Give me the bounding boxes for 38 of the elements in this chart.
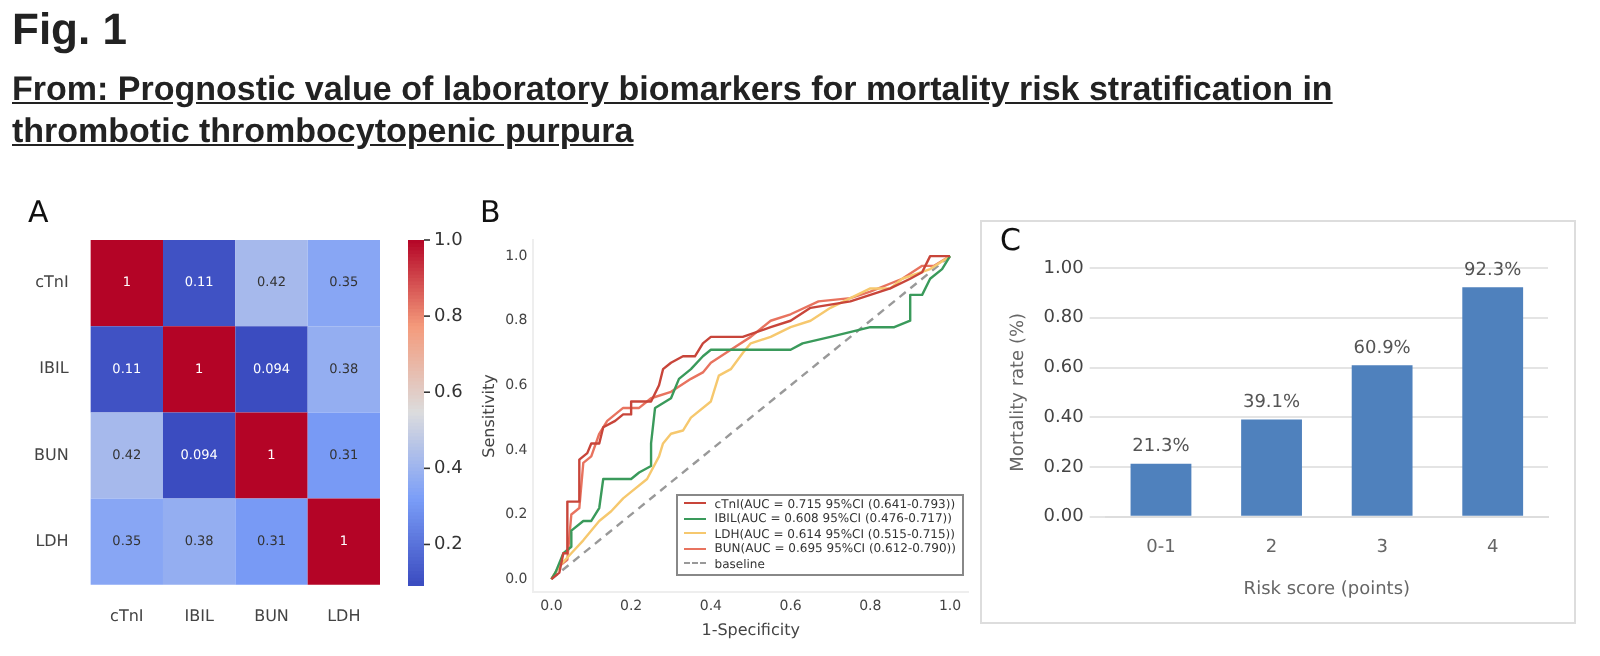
x-tick-label: 3 — [1376, 538, 1388, 559]
bar — [1351, 365, 1413, 516]
y-axis-title: Sensitivity — [479, 373, 498, 458]
text: From: Prognostic value of laboratory biomarkers for mortality risk stratification in thrombotic thrombocytopenic purpura — [12, 68, 1335, 152]
x-tick-label: IBIL — [184, 606, 215, 625]
bar — [1241, 419, 1302, 516]
x-tick-label: cTnI — [110, 606, 144, 625]
y-tick-label: 1.00 — [1043, 258, 1085, 279]
data-label: 92.3% — [1464, 260, 1523, 281]
y-tick-label: 0.20 — [1043, 457, 1085, 478]
y-tick-label: 0.80 — [1043, 308, 1085, 329]
x-tick-label: BUN — [254, 606, 289, 625]
y-tick-label: cTnI — [35, 273, 69, 292]
data-label: 60.9% — [1353, 338, 1412, 359]
y-tick-label: BUN — [34, 445, 69, 464]
caption: Fig. 1 — [12, 4, 127, 56]
y-tick-label: IBIL — [39, 359, 70, 378]
chart-title: A — [28, 193, 50, 230]
color-bar-label: 0.6 — [434, 382, 464, 403]
color-bar-label: 0.8 — [434, 306, 464, 327]
bar — [1130, 463, 1192, 516]
data-label: 21.3% — [1132, 437, 1191, 458]
chart-title: C — [1000, 221, 1021, 258]
chart-title: B — [480, 193, 501, 230]
x-tick-label: 4 — [1486, 538, 1499, 559]
data-label: 39.1% — [1242, 393, 1302, 414]
bar — [1462, 287, 1524, 516]
color-bar-label: 0.4 — [434, 459, 464, 480]
y-axis-title: Mortality rate (%) — [1009, 312, 1030, 472]
x-tick-label: 0-1 — [1146, 538, 1176, 559]
x-axis-title: 1-Specificity — [701, 620, 801, 639]
y-tick-label: 0.00 — [1043, 507, 1085, 528]
y-tick-label: 0.60 — [1043, 358, 1085, 379]
y-tick-label: 0.40 — [1043, 407, 1085, 428]
x-tick-label: 2 — [1265, 538, 1278, 559]
color-bar-label: 1.0 — [434, 230, 464, 251]
x-tick-label: LDH — [327, 606, 361, 625]
x-axis-title: Risk score (points) — [1243, 579, 1411, 600]
